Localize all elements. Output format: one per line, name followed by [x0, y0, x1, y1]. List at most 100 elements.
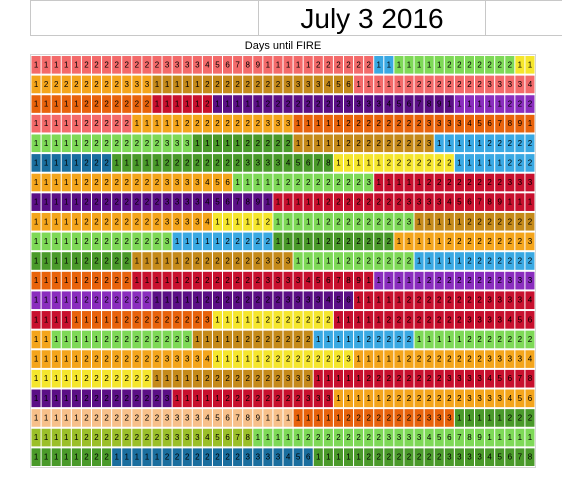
day-cell-label: 2 [336, 237, 341, 246]
day-cell-label: 2 [366, 119, 371, 128]
day-cell [414, 193, 424, 211]
day-cell [132, 409, 142, 427]
day-cell-label: 9 [256, 413, 261, 422]
day-cell [112, 409, 122, 427]
day-cell [51, 154, 61, 172]
day-cell-label: 2 [336, 60, 341, 69]
day-cell [102, 114, 112, 133]
day-cell [263, 428, 273, 447]
day-cell [192, 212, 202, 231]
day-cell-label: 4 [528, 296, 533, 305]
day-cell [71, 389, 81, 408]
day-cell-label: 2 [84, 80, 89, 89]
day-cell-label: 2 [114, 198, 119, 207]
day-cell-label: 1 [447, 217, 452, 226]
day-cell-label: 1 [306, 198, 311, 207]
day-cell [192, 252, 202, 270]
day-cell [495, 75, 505, 94]
day-cell [495, 134, 505, 153]
day-cell [132, 271, 142, 290]
day-cell [102, 193, 112, 211]
day-cell [323, 369, 333, 388]
day-cell-label: 2 [467, 296, 472, 305]
day-cell-label: 3 [508, 296, 513, 305]
day-cell-label: 1 [64, 158, 69, 167]
day-cell-label: 2 [387, 158, 392, 167]
day-cell [444, 56, 454, 74]
day-cell-label: 2 [94, 158, 99, 167]
day-cell [61, 389, 71, 408]
day-cell [364, 95, 374, 113]
day-cell [464, 448, 475, 466]
day-cell-label: 2 [215, 80, 220, 89]
day-cell-label: 1 [135, 276, 140, 285]
day-cell [132, 350, 142, 368]
day-cell [253, 75, 263, 94]
day-cell [343, 212, 354, 231]
day-cell-label: 7 [518, 453, 523, 462]
day-cell-label: 5 [336, 296, 341, 305]
day-cell [394, 114, 404, 133]
day-cell [333, 154, 343, 172]
day-cell [41, 154, 51, 172]
day-cell [41, 114, 51, 133]
day-cell [495, 311, 505, 329]
day-cell [404, 134, 414, 153]
day-cell-label: 2 [487, 237, 492, 246]
day-cell [343, 428, 354, 447]
day-cell-label: 1 [205, 394, 210, 403]
day-cell-label: 2 [487, 335, 492, 344]
day-cell [364, 311, 374, 329]
day-cell [202, 114, 212, 133]
day-cell-label: 2 [256, 257, 261, 266]
day-cell [243, 193, 253, 211]
day-cell [132, 389, 142, 408]
day-cell-label: 1 [74, 296, 79, 305]
day-cell [142, 56, 152, 74]
day-cell-label: 7 [477, 198, 482, 207]
day-cell-label: 1 [34, 355, 39, 364]
day-cell-label: 2 [94, 394, 99, 403]
day-cell [91, 232, 102, 251]
day-cell [91, 212, 102, 231]
day-cell [202, 409, 212, 427]
day-cell [31, 95, 41, 113]
day-cell [485, 252, 495, 270]
day-cell-label: 2 [417, 80, 422, 89]
day-cell [323, 212, 333, 231]
day-cell-label: 2 [266, 237, 271, 246]
day-cell-label: 1 [457, 100, 462, 109]
day-cell [142, 389, 152, 408]
day-cell [384, 56, 394, 74]
day-cell-label: 1 [84, 315, 89, 324]
day-cell [122, 56, 132, 74]
day-cell [374, 114, 384, 133]
day-cell-label: 2 [225, 80, 230, 89]
day-cell [71, 56, 81, 74]
day-cell-label: 2 [64, 80, 69, 89]
day-cell [51, 232, 61, 251]
day-cell [404, 252, 414, 270]
day-cell [112, 154, 122, 172]
day-cell-label: 1 [528, 119, 533, 128]
day-cell [424, 330, 434, 349]
day-cell [132, 330, 142, 349]
day-cell [243, 428, 253, 447]
day-cell [41, 193, 51, 211]
day-cell [384, 389, 394, 408]
day-cell-label: 3 [165, 394, 170, 403]
day-cell-label: 2 [104, 100, 109, 109]
day-cell-label: 2 [457, 394, 462, 403]
day-cell-label: 2 [467, 335, 472, 344]
day-cell-label: 1 [256, 315, 261, 324]
day-cell-label: 2 [427, 453, 432, 462]
day-cell-label: 2 [94, 80, 99, 89]
day-cell-label: 1 [195, 237, 200, 246]
day-cell [505, 330, 515, 349]
day-cell [273, 271, 283, 290]
day-cell-label: 1 [366, 158, 371, 167]
day-cell [182, 232, 192, 251]
day-cell [273, 389, 283, 408]
day-cell [293, 95, 303, 113]
day-cell-label: 3 [286, 296, 291, 305]
